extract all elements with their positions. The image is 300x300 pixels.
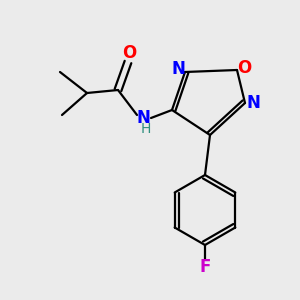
Text: H: H	[141, 122, 151, 136]
Text: N: N	[246, 94, 260, 112]
Text: O: O	[122, 44, 136, 62]
Text: N: N	[171, 60, 185, 78]
Text: F: F	[199, 258, 211, 276]
Text: O: O	[237, 59, 251, 77]
Text: N: N	[136, 109, 150, 127]
